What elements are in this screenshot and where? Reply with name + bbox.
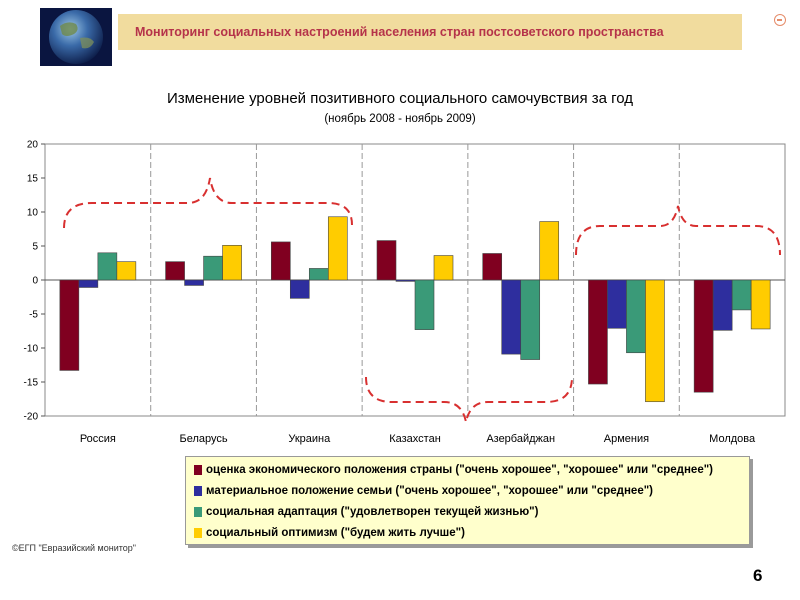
bar bbox=[731, 279, 752, 311]
bar bbox=[184, 279, 204, 286]
bar bbox=[59, 279, 80, 371]
bar bbox=[289, 279, 310, 299]
x-category-label: Беларусь bbox=[180, 433, 228, 445]
legend-label: оценка экономического положения страны (… bbox=[206, 464, 713, 476]
legend-swatch-optimism bbox=[194, 528, 202, 538]
header-title: Мониторинг социальных настроений населен… bbox=[135, 25, 664, 39]
legend-label: материальное положение семьи ("очень хор… bbox=[206, 485, 653, 497]
legend-item: социальная адаптация ("удовлетворен теку… bbox=[194, 504, 538, 520]
y-tick-label: -15 bbox=[24, 378, 39, 389]
bar bbox=[712, 279, 733, 331]
bar bbox=[395, 279, 416, 282]
legend-swatch-economy bbox=[194, 465, 202, 475]
x-category-label: Россия bbox=[80, 433, 116, 445]
y-tick-label: 20 bbox=[27, 140, 39, 151]
bar bbox=[539, 221, 560, 281]
header-bar bbox=[118, 14, 742, 50]
bar bbox=[308, 268, 329, 281]
bar bbox=[270, 241, 291, 281]
chart-title: Изменение уровней позитивного социальног… bbox=[166, 90, 634, 107]
legend-label: социальный оптимизм ("будем жить лучше") bbox=[206, 527, 465, 539]
copyright: ©ЕГП "Евразийский монитор" bbox=[12, 543, 136, 553]
page-number: 6 bbox=[753, 566, 763, 585]
chart-legend: оценка экономического положения страны (… bbox=[185, 456, 750, 545]
bar bbox=[626, 279, 646, 354]
y-tick-label: 5 bbox=[32, 242, 38, 253]
y-tick-label: 10 bbox=[27, 208, 39, 219]
bar bbox=[414, 279, 435, 330]
close-icon[interactable] bbox=[774, 14, 786, 26]
y-tick-label: -20 bbox=[24, 412, 39, 423]
bar bbox=[222, 245, 242, 281]
bar bbox=[482, 253, 503, 281]
x-category-label: Украина bbox=[288, 433, 331, 445]
bar bbox=[97, 252, 118, 281]
bar bbox=[116, 261, 137, 281]
bar bbox=[165, 261, 185, 281]
legend-swatch-adaptation bbox=[194, 507, 202, 517]
globe-logo bbox=[40, 8, 112, 66]
legend-label: социальная адаптация ("удовлетворен теку… bbox=[206, 506, 539, 518]
bar bbox=[520, 279, 541, 360]
y-tick-label: -5 bbox=[29, 310, 38, 321]
brace-annotation-top-right bbox=[575, 205, 781, 256]
brace-annotation-top-left bbox=[63, 177, 353, 229]
bar bbox=[78, 279, 99, 288]
bar bbox=[588, 279, 608, 385]
x-category-label: Азербайджан bbox=[486, 433, 555, 445]
bar bbox=[203, 255, 223, 281]
bar bbox=[501, 279, 522, 355]
legend-item: оценка экономического положения страны (… bbox=[194, 462, 713, 478]
chart-subtitle: (ноябрь 2008 - ноябрь 2009) bbox=[324, 113, 476, 125]
x-category-label: Молдова bbox=[709, 433, 756, 445]
x-category-label: Казахстан bbox=[389, 433, 441, 445]
bar bbox=[750, 279, 771, 330]
globe-icon bbox=[49, 10, 103, 64]
brace-annotation-bottom bbox=[365, 376, 573, 423]
x-category-label: Армения bbox=[604, 433, 649, 445]
legend-item: социальный оптимизм ("будем жить лучше") bbox=[194, 525, 465, 541]
bar bbox=[376, 240, 397, 281]
legend-item: материальное положение семьи ("очень хор… bbox=[194, 483, 653, 499]
y-tick-label: -10 bbox=[24, 344, 39, 355]
bar bbox=[645, 279, 665, 403]
bar bbox=[327, 216, 348, 281]
y-tick-label: 15 bbox=[27, 174, 39, 185]
bar bbox=[693, 279, 714, 393]
y-tick-label: 0 bbox=[32, 276, 38, 287]
bar bbox=[433, 255, 454, 281]
legend-swatch-family bbox=[194, 486, 202, 496]
bar bbox=[607, 279, 627, 329]
